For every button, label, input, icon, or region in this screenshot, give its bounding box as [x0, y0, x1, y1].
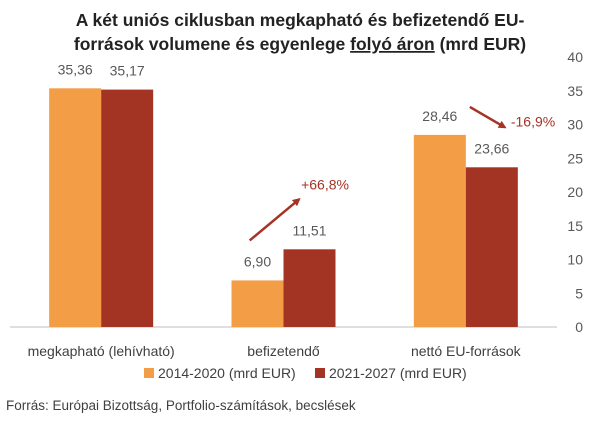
- legend-swatch: [315, 368, 325, 378]
- y-tick-label: 40: [567, 49, 583, 65]
- category-label: megkapható (lehívható): [28, 343, 175, 359]
- data-label: 6,90: [244, 253, 271, 269]
- y-tick-label: 10: [567, 252, 583, 268]
- chart-title-part-b: (mrd EUR): [435, 34, 526, 54]
- plot-area: 0 5 10 15 20 25 30 35 40 35,36 35,17 megkapható (le…: [10, 49, 583, 381]
- y-tick-label: 35: [567, 83, 583, 99]
- data-label: 23,66: [474, 140, 509, 156]
- chart-title-underlined: folyó áron: [350, 34, 435, 54]
- y-tick-label: 15: [567, 218, 583, 234]
- decrease-arrow: [469, 105, 507, 129]
- source-note: Forrás: Európai Bizottság, Portfolio-szá…: [6, 398, 356, 413]
- bar: [101, 89, 154, 327]
- category-label: nettó EU-források: [411, 343, 522, 359]
- bar: [231, 280, 284, 327]
- y-tick-label: 30: [567, 117, 583, 133]
- legend-swatch: [144, 368, 154, 378]
- change-label: +66,8%: [301, 176, 349, 192]
- data-label: 28,46: [422, 108, 457, 124]
- bar: [465, 167, 518, 327]
- y-tick-label: 20: [567, 184, 583, 200]
- data-label: 11,51: [293, 222, 327, 238]
- category-label: befizetendő: [247, 343, 320, 359]
- legend-label: 2014-2020 (mrd EUR): [158, 365, 296, 381]
- chart-title-line-2: források volumene és egyenlege folyó áro…: [74, 34, 526, 54]
- y-tick-label: 5: [575, 285, 583, 301]
- y-tick-label: 25: [567, 150, 583, 166]
- bar: [413, 134, 466, 327]
- data-label: 35,36: [58, 61, 93, 77]
- y-tick-label: 0: [575, 319, 583, 335]
- increase-arrow: [248, 198, 301, 242]
- change-label: -16,9%: [511, 113, 555, 129]
- bar: [283, 249, 336, 327]
- chart-title-part-a: források volumene és egyenlege: [74, 34, 350, 54]
- data-label: 35,17: [110, 63, 145, 79]
- chart-title-line-1: A két uniós ciklusban megkapható és befi…: [76, 10, 525, 30]
- bar: [49, 88, 102, 327]
- legend-label: 2021-2027 (mrd EUR): [329, 365, 467, 381]
